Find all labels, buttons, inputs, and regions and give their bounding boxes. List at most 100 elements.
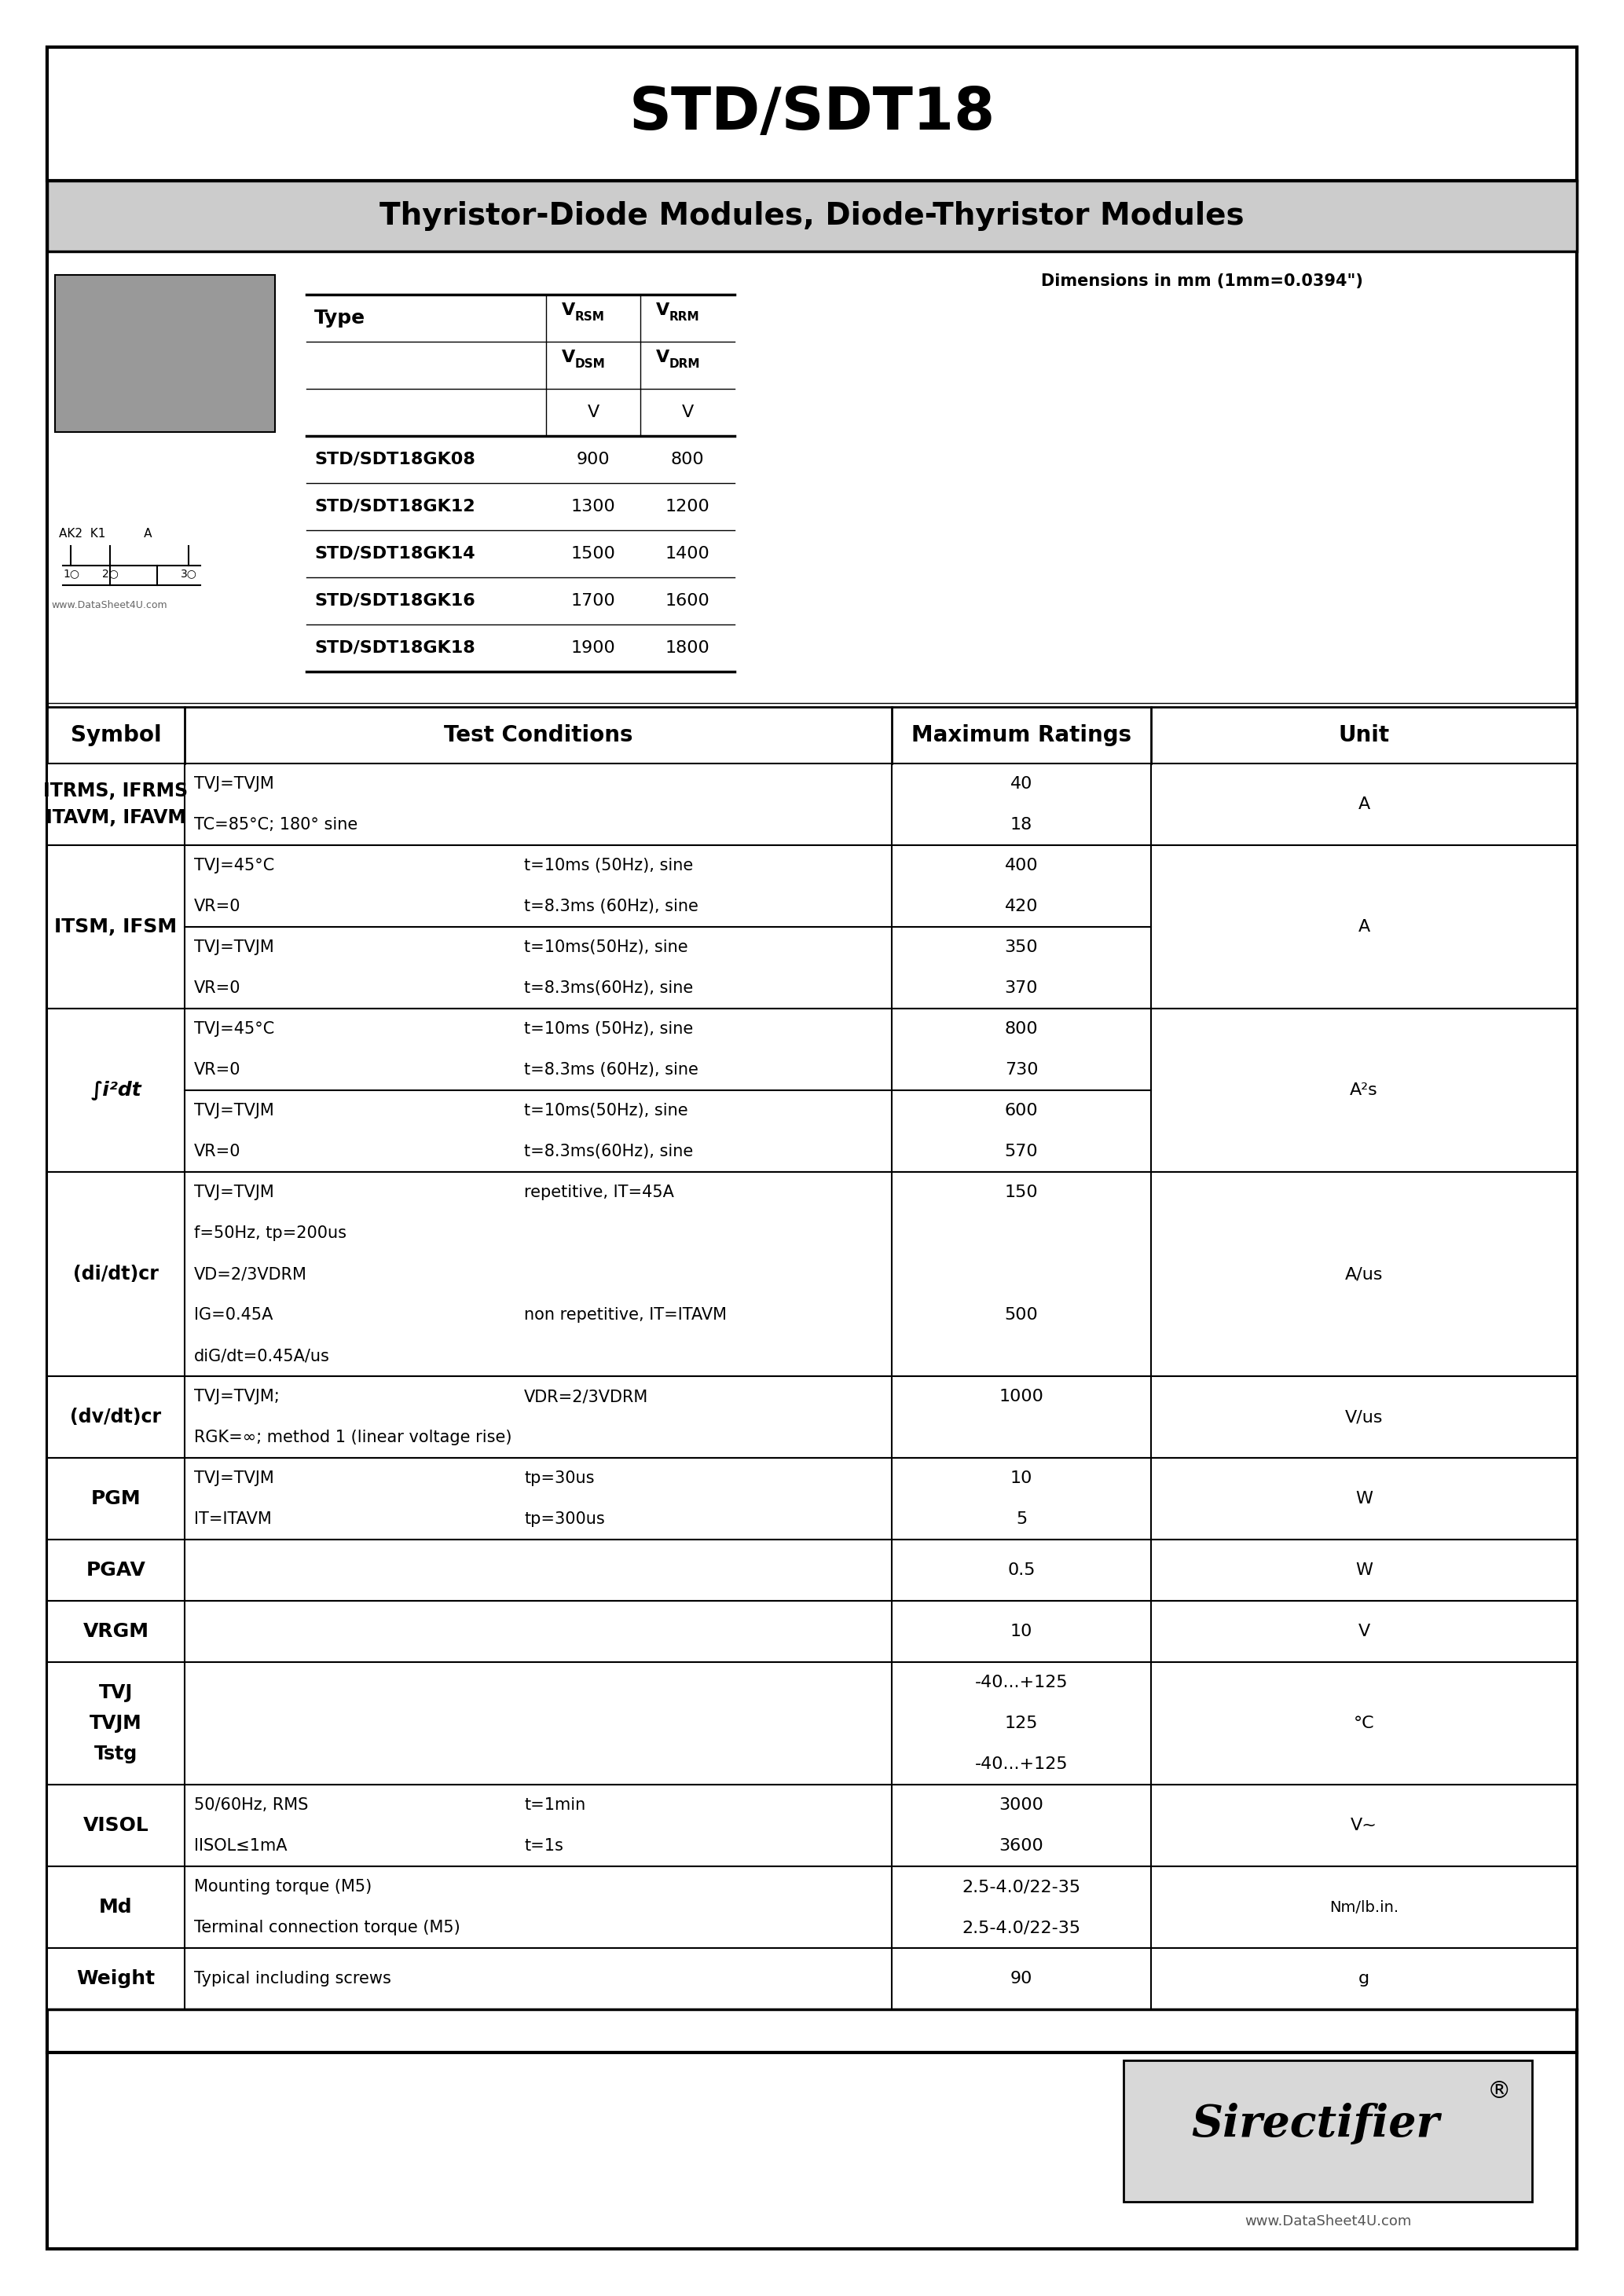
Text: 40: 40 <box>1010 776 1033 792</box>
Text: t=10ms (50Hz), sine: t=10ms (50Hz), sine <box>525 859 693 872</box>
Text: V: V <box>1358 1623 1371 1639</box>
Text: 1500: 1500 <box>572 546 615 563</box>
Text: TC=85°C; 180° sine: TC=85°C; 180° sine <box>193 817 357 833</box>
Text: A: A <box>1358 918 1371 934</box>
Text: 1200: 1200 <box>666 498 710 514</box>
Bar <box>47 1008 1577 1171</box>
Bar <box>47 1600 1577 1662</box>
Text: 10: 10 <box>1010 1469 1033 1486</box>
Text: 18: 18 <box>1010 817 1033 833</box>
Text: 0.5: 0.5 <box>1007 1561 1036 1577</box>
Text: repetitive, IT=45A: repetitive, IT=45A <box>525 1185 674 1201</box>
Text: RGK=∞; method 1 (linear voltage rise): RGK=∞; method 1 (linear voltage rise) <box>193 1430 512 1444</box>
Text: t=1min: t=1min <box>525 1798 586 1814</box>
Text: STD/SDT18GK16: STD/SDT18GK16 <box>315 592 476 608</box>
Text: 2○: 2○ <box>102 567 119 579</box>
Text: 1700: 1700 <box>572 592 615 608</box>
Text: V: V <box>682 404 693 420</box>
Text: non repetitive, IT=ITAVM: non repetitive, IT=ITAVM <box>525 1306 728 1322</box>
Text: -40...+125: -40...+125 <box>974 1756 1069 1773</box>
Text: TVJ=TVJM: TVJ=TVJM <box>193 1185 274 1201</box>
Text: TVJ=45°C: TVJ=45°C <box>193 1022 274 1038</box>
Bar <box>47 1171 1577 1375</box>
Text: Dimensions in mm (1mm=0.0394"): Dimensions in mm (1mm=0.0394") <box>1041 273 1363 289</box>
Text: 500: 500 <box>1005 1306 1038 1322</box>
Text: t=10ms(50Hz), sine: t=10ms(50Hz), sine <box>525 1102 689 1118</box>
Text: 1300: 1300 <box>572 498 615 514</box>
Text: t=8.3ms(60Hz), sine: t=8.3ms(60Hz), sine <box>525 980 693 996</box>
Text: Typical including screws: Typical including screws <box>193 1970 391 1986</box>
Text: AK2  K1          A: AK2 K1 A <box>58 528 153 540</box>
Text: 730: 730 <box>1005 1063 1038 1077</box>
Text: VD=2/3VDRM: VD=2/3VDRM <box>193 1265 307 1281</box>
Text: V: V <box>562 349 575 365</box>
Text: TVJ=TVJM;: TVJ=TVJM; <box>193 1389 279 1405</box>
Text: STD/SDT18GK18: STD/SDT18GK18 <box>315 641 476 657</box>
Text: TVJ: TVJ <box>99 1683 133 1701</box>
Text: 800: 800 <box>1005 1022 1038 1038</box>
Text: Type: Type <box>315 308 365 328</box>
Text: Thyristor-Diode Modules, Diode-Thyristor Modules: Thyristor-Diode Modules, Diode-Thyristor… <box>380 202 1244 232</box>
Text: -40...+125: -40...+125 <box>974 1674 1069 1690</box>
Text: 400: 400 <box>1005 859 1038 872</box>
Text: VR=0: VR=0 <box>193 1143 240 1159</box>
Bar <box>47 707 1577 765</box>
Text: t=8.3ms (60Hz), sine: t=8.3ms (60Hz), sine <box>525 898 698 914</box>
Text: RRM: RRM <box>669 310 700 321</box>
Text: 5: 5 <box>1015 1511 1026 1527</box>
Text: Nm/lb.in.: Nm/lb.in. <box>1330 1899 1398 1915</box>
Text: 3○: 3○ <box>180 567 197 579</box>
Text: www.DataSheet4U.com: www.DataSheet4U.com <box>50 599 167 611</box>
Text: °C: °C <box>1353 1715 1374 1731</box>
Text: Tstg: Tstg <box>94 1745 138 1763</box>
Text: t=10ms(50Hz), sine: t=10ms(50Hz), sine <box>525 939 689 955</box>
Text: VR=0: VR=0 <box>193 980 240 996</box>
Text: 900: 900 <box>577 452 611 468</box>
Text: 90: 90 <box>1010 1970 1033 1986</box>
Text: t=8.3ms (60Hz), sine: t=8.3ms (60Hz), sine <box>525 1063 698 1077</box>
Text: STD/SDT18: STD/SDT18 <box>628 85 996 142</box>
Text: VDR=2/3VDRM: VDR=2/3VDRM <box>525 1389 648 1405</box>
Text: TVJ=TVJM: TVJ=TVJM <box>193 1469 274 1486</box>
Text: 1800: 1800 <box>666 641 710 657</box>
Text: VR=0: VR=0 <box>193 1063 240 1077</box>
Bar <box>47 845 1577 1008</box>
Text: 1000: 1000 <box>999 1389 1044 1405</box>
Text: 125: 125 <box>1005 1715 1038 1731</box>
Bar <box>47 48 1577 181</box>
Bar <box>1124 2060 1531 2202</box>
Text: A²s: A²s <box>1350 1081 1379 1097</box>
Text: IT=ITAVM: IT=ITAVM <box>193 1511 271 1527</box>
Text: STD/SDT18GK14: STD/SDT18GK14 <box>315 546 476 563</box>
Bar <box>47 1784 1577 1867</box>
Text: Weight: Weight <box>76 1970 156 1988</box>
Text: (dv/dt)cr: (dv/dt)cr <box>70 1407 161 1426</box>
Text: tp=30us: tp=30us <box>525 1469 594 1486</box>
Text: Sirectifier: Sirectifier <box>1192 2103 1439 2144</box>
Bar <box>47 1662 1577 1784</box>
Text: 570: 570 <box>1005 1143 1038 1159</box>
Text: V~: V~ <box>1351 1818 1377 1832</box>
Text: TVJM: TVJM <box>89 1713 141 1733</box>
Text: W: W <box>1356 1561 1372 1577</box>
Text: V: V <box>656 303 669 319</box>
Text: A: A <box>1358 797 1371 813</box>
Text: Symbol: Symbol <box>70 723 161 746</box>
Text: IG=0.45A: IG=0.45A <box>193 1306 273 1322</box>
Text: IISOL≤1mA: IISOL≤1mA <box>193 1839 287 1853</box>
Text: VR=0: VR=0 <box>193 898 240 914</box>
Text: (di/dt)cr: (di/dt)cr <box>73 1265 159 1283</box>
Text: t=1s: t=1s <box>525 1839 564 1853</box>
Text: Maximum Ratings: Maximum Ratings <box>911 723 1132 746</box>
Text: diG/dt=0.45A/us: diG/dt=0.45A/us <box>193 1348 330 1364</box>
Text: DSM: DSM <box>575 358 606 370</box>
Text: 2.5-4.0/22-35: 2.5-4.0/22-35 <box>961 1878 1080 1894</box>
Bar <box>47 1867 1577 1947</box>
Text: 2.5-4.0/22-35: 2.5-4.0/22-35 <box>961 1919 1080 1936</box>
Text: 3000: 3000 <box>999 1798 1044 1814</box>
Text: Unit: Unit <box>1338 723 1390 746</box>
Text: Mounting torque (M5): Mounting torque (M5) <box>193 1878 372 1894</box>
Text: TVJ=TVJM: TVJ=TVJM <box>193 1102 274 1118</box>
Text: ITRMS, IFRMS: ITRMS, IFRMS <box>44 781 188 801</box>
Text: 1900: 1900 <box>572 641 615 657</box>
